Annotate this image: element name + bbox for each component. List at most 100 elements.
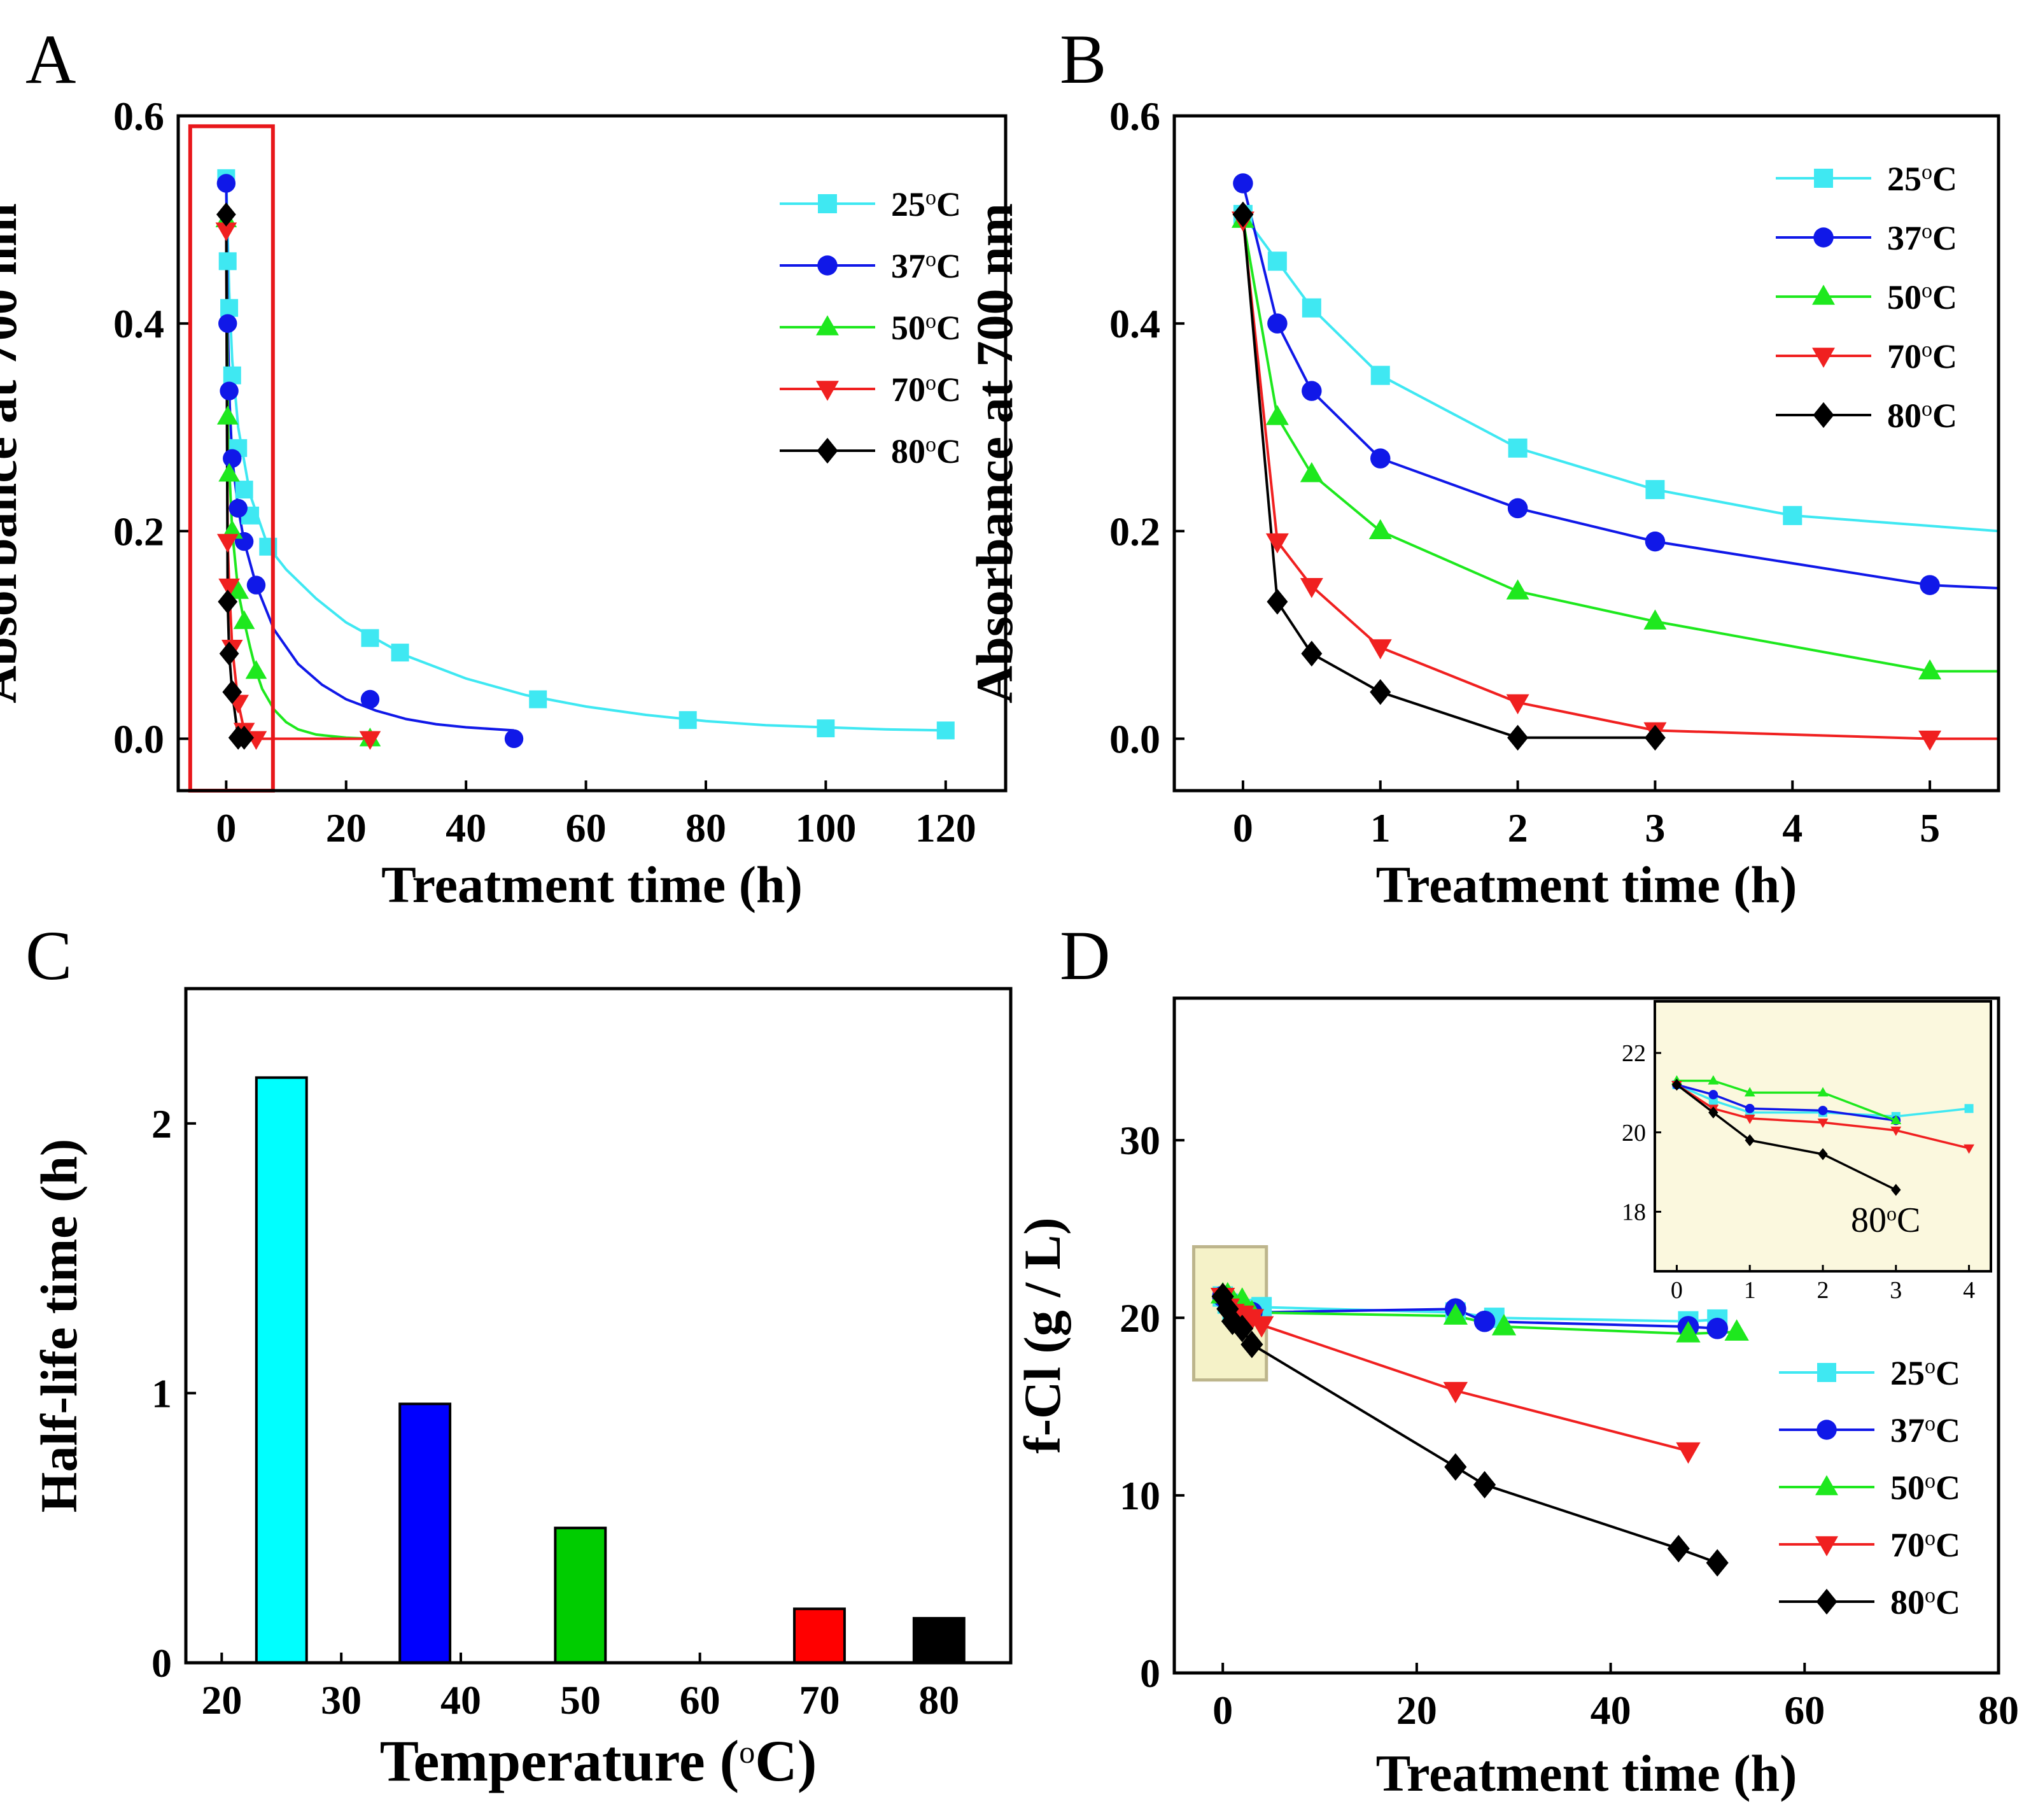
inset-annotation-d-part-1: o — [1887, 1202, 1897, 1225]
point-a-2-4 — [227, 580, 249, 599]
point-a-4-5 — [234, 725, 255, 750]
point-b-1-1 — [1267, 313, 1288, 334]
point-a-3-2 — [218, 578, 240, 598]
inset-point-4-2 — [1745, 1134, 1755, 1146]
legend-marker-b-0 — [1814, 169, 1833, 188]
point-d-4-5 — [1444, 1453, 1467, 1481]
legend-marker-a-0 — [818, 194, 837, 213]
point-d-4-4 — [1240, 1330, 1263, 1358]
x-tick-label-c-5: 70 — [799, 1677, 840, 1723]
point-a-2-1 — [216, 406, 239, 425]
bar-c-2 — [554, 1527, 607, 1664]
legend-marker-d-1 — [1817, 1420, 1837, 1440]
legend-marker-d-2 — [1815, 1475, 1838, 1495]
curve-a-1 — [225, 183, 514, 732]
legend-label-b-2: 50oC — [1887, 278, 1957, 316]
point-d-1-6 — [1473, 1310, 1496, 1332]
x-axis-label-c: Temperature (oC) — [380, 1728, 817, 1793]
legend-label-a-2: 50oC — [891, 309, 961, 347]
y-tick-label-d-0: 0 — [1140, 1651, 1160, 1696]
point-a-4-0 — [216, 202, 236, 227]
point-a-0-10 — [529, 690, 547, 709]
point-a-2-5 — [233, 610, 255, 630]
point-b-4-1 — [1267, 588, 1288, 615]
legend-marker-a-2 — [816, 315, 839, 335]
y-axis-label-a: Absorbance at 700 nm — [0, 203, 27, 703]
legend-label-d-1: 37oC — [1890, 1411, 1960, 1450]
point-b-3-6 — [1918, 730, 1942, 751]
plot-frame-c — [184, 987, 1013, 1665]
point-d-3-7 — [1676, 1442, 1701, 1464]
inset-x-tick-label-4: 4 — [1963, 1277, 1975, 1304]
point-a-1-3 — [223, 449, 242, 468]
y-axis-label-d: f-Cl (g / L) — [1013, 1217, 1071, 1453]
legend-marker-d-3 — [1815, 1536, 1838, 1556]
legend-marker-a-1 — [817, 255, 838, 276]
point-b-1-5 — [1645, 531, 1666, 552]
x-tick-label-a-2: 40 — [446, 805, 486, 850]
series-line-b-2 — [1241, 219, 1999, 673]
legend-marker-b-1 — [1813, 227, 1834, 248]
inset-chart-d: 0 1 2 3 4 18 20 22 80oC — [1622, 1000, 1992, 1304]
plot-area-d — [1210, 1281, 1749, 1577]
y-tick-label-b-2: 0.4 — [1109, 301, 1160, 346]
legend-label-a-3: 70oC — [891, 370, 961, 409]
legend-marker-a-3 — [816, 381, 839, 401]
point-a-2-6 — [245, 660, 267, 679]
point-a-0-13 — [936, 721, 955, 740]
inset-annotation-d: 80oC — [1851, 1201, 1920, 1240]
x-tick-label-b-5: 5 — [1920, 805, 1940, 850]
point-a-1-4 — [228, 498, 248, 518]
y-tick-label-a-0: 0.0 — [113, 716, 164, 761]
point-d-2-7 — [1676, 1321, 1701, 1343]
bar-c-0 — [255, 1076, 308, 1664]
point-b-0-5 — [1645, 480, 1665, 500]
series-line-b-1 — [1241, 183, 1999, 589]
legend-label-b-1: 37oC — [1887, 219, 1957, 257]
point-b-0-6 — [1783, 505, 1803, 525]
point-a-0-2 — [220, 299, 239, 317]
point-b-1-6 — [1920, 575, 1940, 595]
x-tick-label-c-4: 60 — [680, 1677, 720, 1723]
point-b-4-0 — [1232, 201, 1254, 228]
point-a-1-2 — [220, 381, 239, 400]
x-tick-label-a-4: 80 — [685, 805, 726, 850]
inset-point-1-3 — [1818, 1106, 1828, 1115]
legend-label-a-1: 37oC — [891, 247, 961, 285]
inset-y-tick-label-0: 18 — [1622, 1199, 1646, 1225]
legend-label-a-4: 80oC — [891, 432, 961, 470]
plot-frame-d — [1172, 996, 2000, 1675]
chart-panel-c: 20 30 40 50 60 70 80 0 1 2 Temperature (oC) Half-li… — [30, 987, 1013, 1793]
point-b-3-2 — [1300, 577, 1323, 598]
point-d-3-6 — [1443, 1381, 1468, 1404]
inset-point-4-1 — [1708, 1106, 1718, 1119]
inset-y-tick-label-2: 22 — [1622, 1040, 1646, 1067]
y-tick-label-c-2: 2 — [151, 1101, 172, 1146]
x-tick-label-a-0: 0 — [216, 805, 236, 850]
point-b-4-4 — [1507, 724, 1529, 751]
x-axis-label-c-part-2: C) — [755, 1728, 817, 1793]
legend-label-d-3: 70oC — [1890, 1526, 1960, 1564]
point-a-1-1 — [218, 314, 237, 333]
x-tick-label-c-1: 30 — [321, 1677, 362, 1723]
x-tick-label-a-5: 100 — [795, 805, 856, 850]
legend-label-b-0: 25oC — [1887, 160, 1957, 198]
plot-frame-b — [1172, 114, 2000, 793]
point-d-3-5 — [1249, 1316, 1274, 1338]
y-tick-label-c-1: 1 — [151, 1371, 172, 1416]
y-tick-label-a-1: 0.2 — [113, 509, 164, 554]
inset-line-3 — [1676, 1083, 1970, 1150]
inset-point-3-5 — [1964, 1144, 1974, 1154]
inset-point-1-1 — [1708, 1090, 1718, 1099]
inset-point-2-3 — [1817, 1087, 1829, 1097]
inset-point-3-4 — [1890, 1126, 1902, 1136]
point-b-3-1 — [1265, 533, 1289, 554]
y-axis-label-c: Half-life time (h) — [30, 1139, 88, 1513]
legend-label-b-3: 70oC — [1887, 337, 1957, 376]
point-d-2-8 — [1724, 1319, 1749, 1341]
point-b-4-5 — [1644, 724, 1666, 751]
inset-x-tick-label-3: 3 — [1890, 1277, 1902, 1304]
y-tick-label-a-2: 0.4 — [113, 301, 164, 346]
legend-label-d-0: 25oC — [1890, 1354, 1960, 1392]
legend-label-d-4: 80oC — [1890, 1583, 1960, 1621]
